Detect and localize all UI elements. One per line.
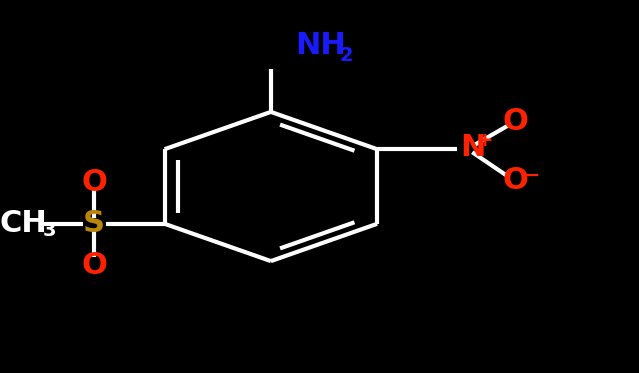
Text: CH: CH	[0, 209, 47, 238]
Text: +: +	[477, 132, 493, 150]
Text: 3: 3	[43, 221, 57, 240]
Text: 2: 2	[339, 46, 353, 65]
Text: −: −	[524, 166, 541, 185]
Text: O: O	[81, 251, 107, 280]
Text: NH: NH	[295, 31, 346, 60]
Text: S: S	[83, 209, 105, 238]
Text: O: O	[502, 107, 528, 136]
Text: O: O	[502, 166, 528, 195]
Text: O: O	[81, 167, 107, 197]
Text: N: N	[460, 133, 486, 162]
